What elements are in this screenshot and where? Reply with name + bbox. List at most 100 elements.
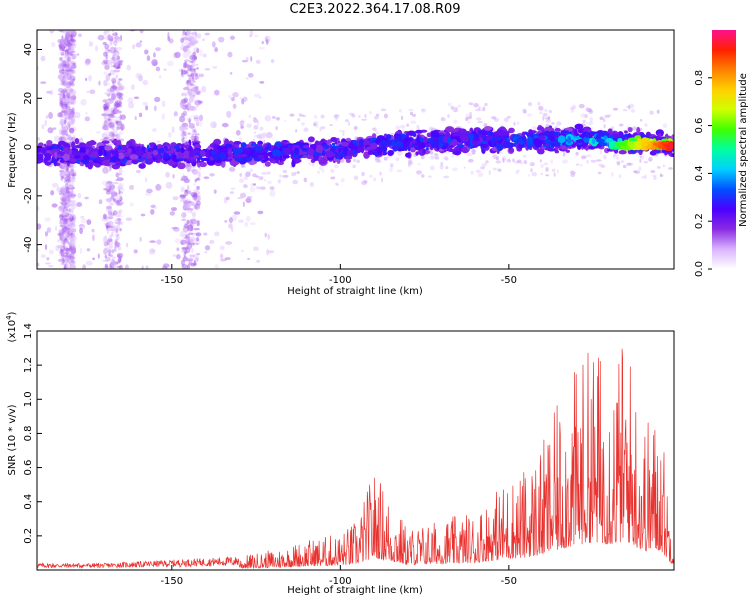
spectrogram-cell [428,175,432,178]
spectrogram-cell [70,259,76,265]
spectrogram-cell [46,150,52,154]
spectrogram-cell [151,59,157,66]
spectrogram-cell [628,127,633,132]
spectrogram-cell [46,140,52,145]
spectrogram-cell [325,151,334,158]
spectrogram-cell [156,239,161,244]
spectrogram-cell [230,72,232,75]
snr-y-tick-label: 1.2 [23,357,34,373]
spectrogram-cell [184,59,190,61]
spectrogram-cell [264,152,269,160]
spectrogram-cell [476,170,481,174]
spectrogram-cell [181,187,185,192]
spectrogram-cell [320,114,324,118]
spectrogram-cell [470,171,473,175]
spectrogram-cell [55,226,57,231]
spectrogram-cell [544,162,548,165]
spectrogram-cell [299,113,302,116]
spectrogram-cell [645,124,648,127]
spectrogram-cell [330,169,334,173]
spectrogram-cell [226,197,230,201]
spectrogram-cell [135,73,142,79]
spectrogram-cell [118,149,126,152]
spectrogram-cell [283,148,291,155]
spectrogram-cell [589,117,593,122]
spectrogram-cell [548,110,552,113]
spectrogram-cell [218,37,225,43]
spectrogram-cell [236,147,243,153]
spectrogram-cell [104,44,109,50]
spectrogram-cell [636,127,640,134]
spectrogram-cell [37,263,39,267]
spectrogram-cell [112,182,119,184]
spectrogram-cell [240,125,243,130]
colorbar: 0.00.20.40.60.8 Normalized spectral ampl… [694,30,749,277]
spectrogram-cell [92,258,95,261]
spectrogram-cell [193,117,198,119]
spectrogram-cell [154,105,157,111]
spectrogram-cell [159,75,161,78]
spectrogram-cell [187,65,193,70]
spectrogram-cell [196,67,199,69]
spectrogram-cell [352,164,356,168]
spectrogram-cell [319,149,322,154]
spectrogram-cell [330,177,335,180]
spectrogram-cell [115,93,119,95]
spectrogram-cell [642,176,646,178]
spectrogram-cell [335,183,338,186]
spectrogram-cell [392,139,395,147]
spectrogram-cell [107,216,113,219]
spectrogram-cell [239,178,245,183]
spectrogram-cell [107,249,109,252]
spectrogram-cell [109,254,113,257]
spectrogram-cell [136,42,142,47]
spectrogram-cell [381,178,383,183]
spectrogram-cell [109,234,112,238]
spectrogram-cell [132,44,135,49]
spectrogram-cell [358,115,361,118]
spectrogram-cell [183,87,189,90]
spectrogram-cell [59,222,65,224]
spectrogram-cell [489,170,491,175]
spectrogram-cell [112,134,117,137]
spectrogram-cell [266,39,269,45]
spectrogram-cell [109,36,113,39]
spectrogram-cell [92,234,95,241]
spectrogram-cell [550,160,553,164]
spectrogram-cell [98,81,100,86]
spectrogram-cell [384,114,388,119]
spectrogram-cell [183,140,185,143]
spectrogram-cell [40,81,46,84]
spectrogram-cell [168,161,175,166]
spectrogram-cell [108,49,111,51]
spectrogram-cell [59,251,63,253]
spectrogram-cell [166,182,173,189]
spectrogram-cell [155,47,161,51]
spectrogram-cell [370,143,378,150]
spectrogram-cell [283,170,288,173]
spectrogram-cell [116,126,120,129]
spectrogram-cell [345,119,349,122]
spectrogram-cell [580,113,585,118]
spectrogram-cell [585,107,589,110]
spectrogram-cell [169,38,174,43]
spectrogram-cell [300,152,308,155]
spectrogram-cell [147,55,150,61]
spectrogram-cell [304,178,308,183]
spectrogram-cell [69,184,72,186]
spectrogram-cell [544,139,551,143]
spectrogram-cell [220,254,223,259]
colorbar-tick-label: 0.4 [694,165,705,181]
spectrogram-cell [399,109,402,113]
spectrogram-cell [104,238,106,241]
spectrogram-cell [361,119,367,121]
spectrogram-cell [503,158,505,162]
spectrogram-x-tick-label: -100 [329,275,352,286]
spectrogram-cell [631,109,636,113]
spectrogram-cell [45,262,51,264]
spectrogram-cell [528,137,532,145]
spectrogram-cell [114,211,121,217]
spectrogram-cell [171,227,177,230]
spectrogram-cell [59,62,63,67]
spectrogram-cell [457,144,465,147]
